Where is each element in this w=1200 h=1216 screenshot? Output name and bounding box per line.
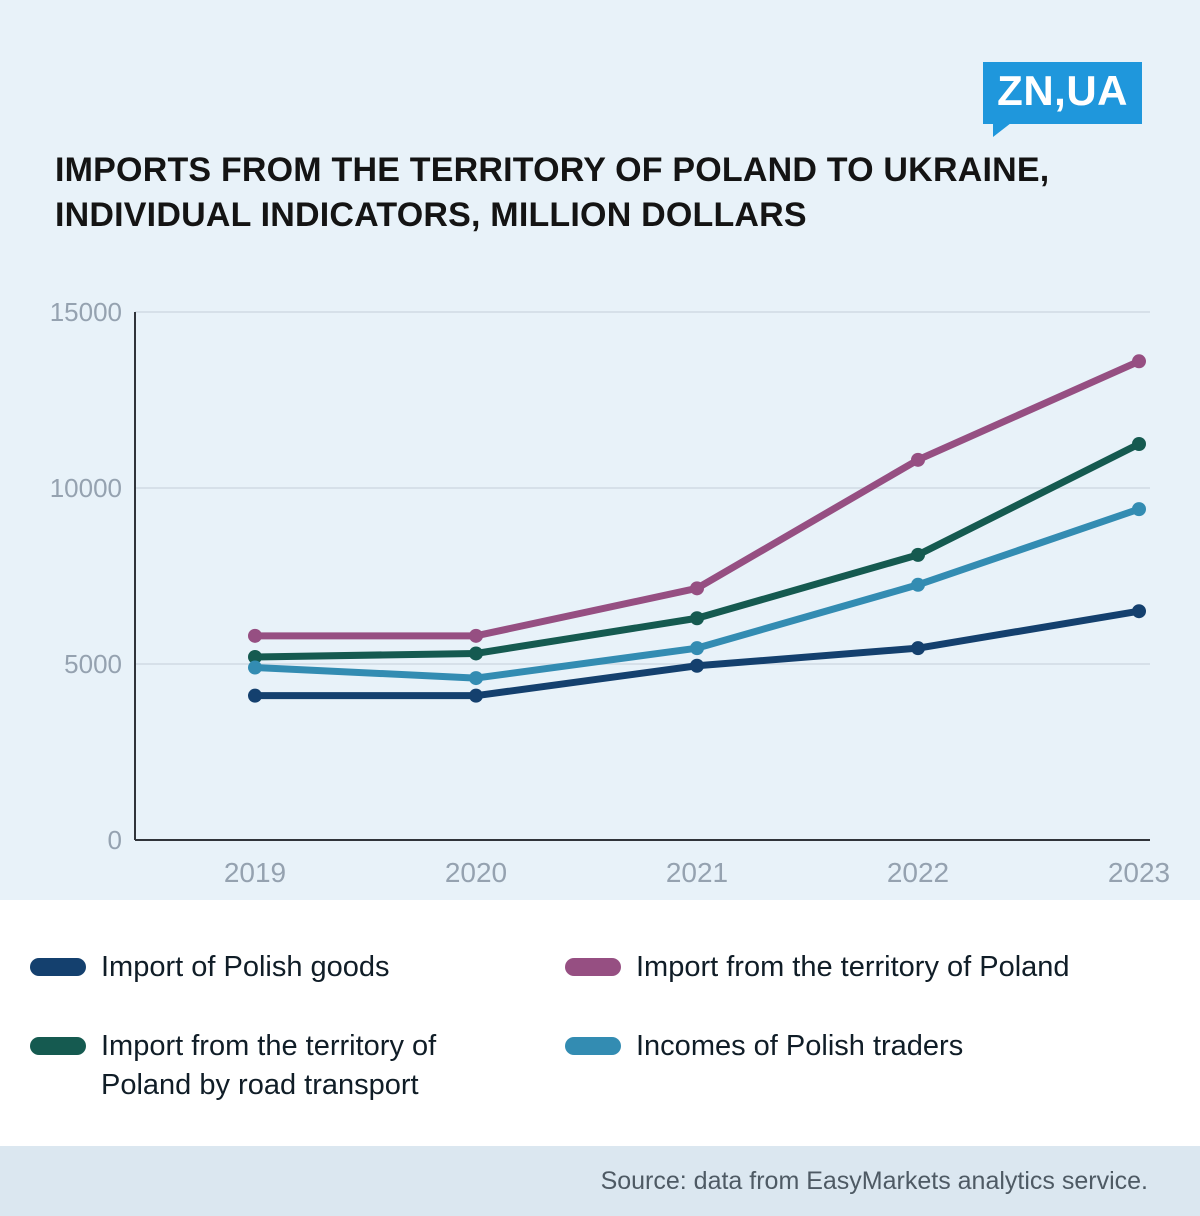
- data-point: [469, 628, 483, 643]
- legend-item: Incomes of Polish traders: [565, 1027, 1180, 1105]
- legend-swatch: [30, 1037, 86, 1056]
- data-point: [911, 577, 925, 592]
- legend-item: Import from the territory of Poland: [565, 948, 1180, 987]
- x-tick-label: 2023: [1108, 857, 1170, 888]
- source-bar: Source: data from EasyMarkets analytics …: [0, 1146, 1200, 1216]
- data-point: [1132, 604, 1146, 619]
- data-point: [248, 688, 262, 703]
- data-point: [690, 581, 704, 596]
- data-point: [248, 660, 262, 675]
- x-tick-label: 2020: [445, 857, 507, 888]
- series-import-from-the-territory-of-poland: [248, 354, 1146, 643]
- data-point: [911, 452, 925, 467]
- x-axis-labels: 2019 2020 2021 2022 2023: [224, 857, 1170, 888]
- series-import-from-the-territory-of-poland-by-road-transport: [248, 437, 1146, 664]
- x-tick-label: 2019: [224, 857, 286, 888]
- legend-label: Import of Polish goods: [101, 951, 390, 983]
- legend-swatch: [30, 958, 86, 976]
- y-tick-label: 5000: [64, 649, 122, 679]
- data-point: [911, 547, 925, 562]
- series-incomes-of-polish-traders: [248, 502, 1146, 686]
- legend-swatch: [565, 958, 621, 976]
- data-point: [248, 628, 262, 643]
- data-point: [469, 671, 483, 686]
- chart-canvas: 0 5000 10000 15000 2019 2020 2021 2022 2023: [50, 297, 1170, 888]
- axes: [134, 312, 1150, 841]
- line-chart: 0 5000 10000 15000 2019 2020 2021 2022 2023: [0, 270, 1200, 900]
- grid-lines: [135, 311, 1150, 665]
- series-import-of-polish-goods: [248, 604, 1146, 703]
- legend-label: Import from the territory of Poland by r…: [101, 1030, 437, 1102]
- chart-legend: Import of Polish goods Import from the te…: [0, 900, 1200, 1146]
- znua-logo: ZN,UA: [983, 62, 1142, 137]
- data-point: [690, 658, 704, 673]
- legend-item: Import from the territory of Poland by r…: [30, 1027, 565, 1105]
- chart-title: IMPORTS FROM THE TERRITORY OF POLAND TO …: [55, 151, 1050, 234]
- x-tick-label: 2022: [887, 857, 949, 888]
- legend-label: Incomes of Polish traders: [636, 1030, 964, 1063]
- legend-label: Import from the territory of Poland: [636, 951, 1070, 983]
- data-point: [469, 646, 483, 661]
- znua-logo-text: ZN,UA: [997, 67, 1128, 114]
- data-point: [911, 641, 925, 656]
- source-text: Source: data from EasyMarkets analytics …: [600, 1166, 1148, 1195]
- x-tick-label: 2021: [666, 857, 728, 888]
- y-axis-labels: 0 5000 10000 15000: [50, 297, 122, 855]
- data-point: [248, 649, 262, 664]
- y-tick-label: 10000: [50, 473, 122, 503]
- legend-item: Import of Polish goods: [30, 948, 565, 987]
- y-tick-label: 0: [108, 825, 122, 855]
- data-point: [690, 611, 704, 626]
- data-point: [1132, 502, 1146, 517]
- header: ZN,UA IMPORTS FROM THE TERRITORY OF POLA…: [0, 0, 1200, 270]
- data-point: [469, 688, 483, 703]
- y-tick-label: 15000: [50, 297, 122, 327]
- legend-swatch: [565, 1037, 621, 1056]
- data-point: [690, 641, 704, 656]
- data-point: [1132, 437, 1146, 451]
- data-point: [1132, 354, 1146, 369]
